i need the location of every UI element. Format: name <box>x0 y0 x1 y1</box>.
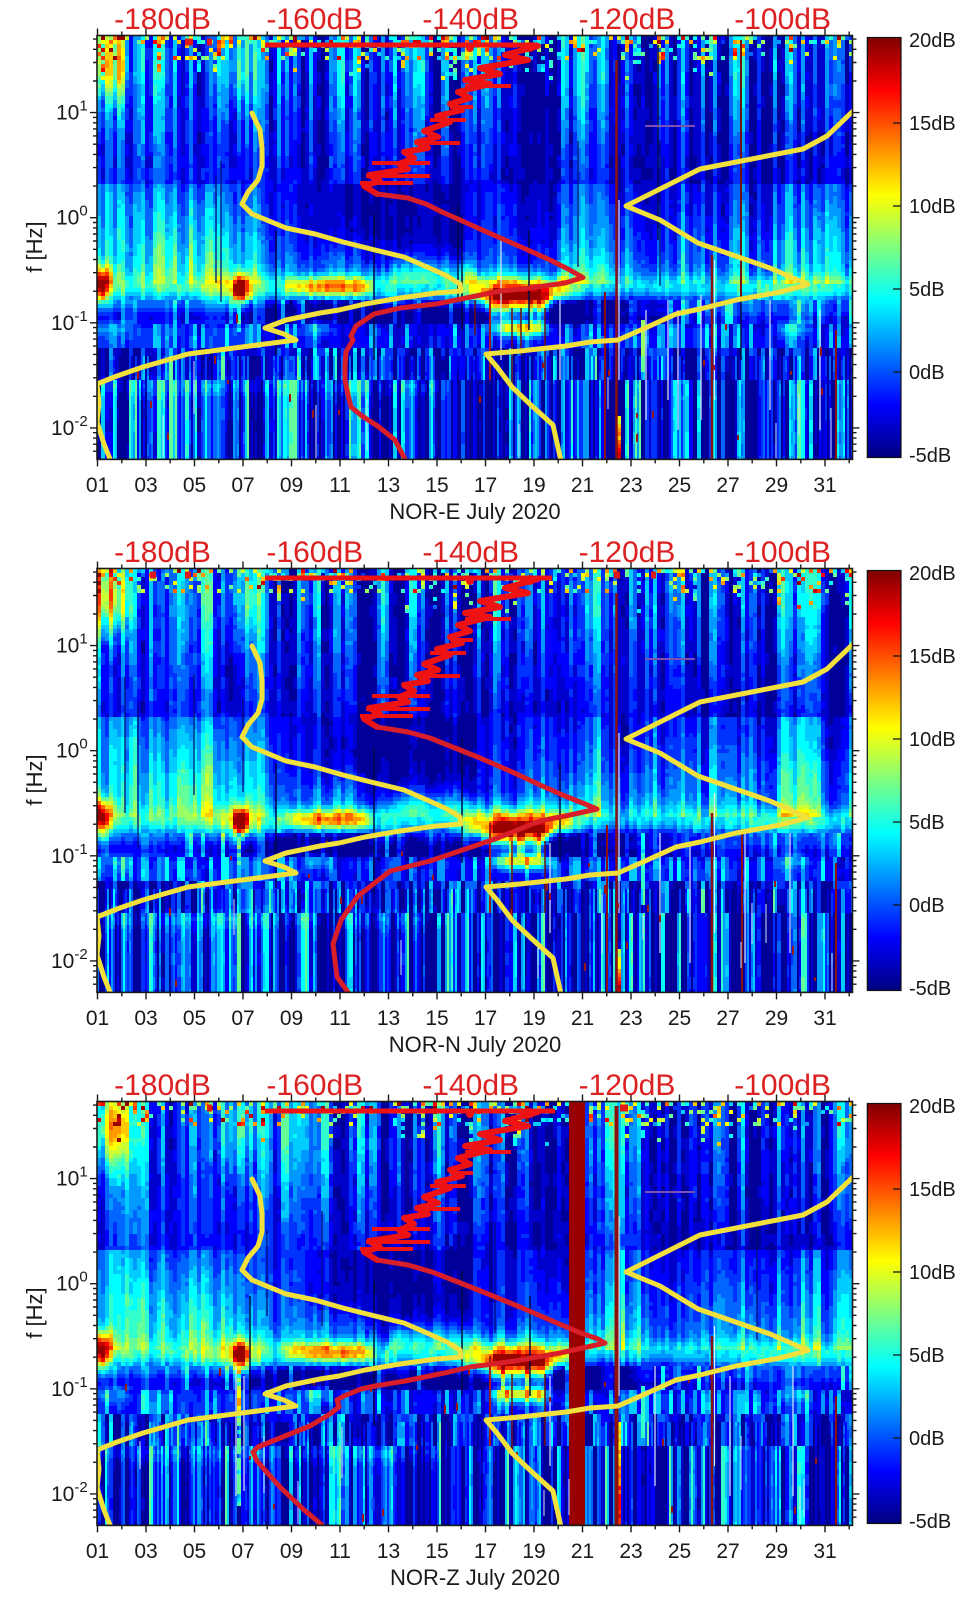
svg-text:13: 13 <box>377 474 400 497</box>
svg-text:0dB: 0dB <box>909 895 945 917</box>
svg-text:-180dB: -180dB <box>114 1069 211 1102</box>
svg-text:01: 01 <box>86 1007 109 1030</box>
svg-text:f [Hz]: f [Hz] <box>22 1287 47 1338</box>
svg-text:-160dB: -160dB <box>266 1069 363 1102</box>
svg-text:07: 07 <box>231 1007 254 1030</box>
svg-text:09: 09 <box>280 474 303 497</box>
svg-text:23: 23 <box>619 1540 642 1563</box>
svg-text:13: 13 <box>377 1007 400 1030</box>
svg-text:03: 03 <box>134 1007 157 1030</box>
svg-text:01: 01 <box>86 1540 109 1563</box>
svg-text:NOR-Z July 2020: NOR-Z July 2020 <box>390 1565 560 1590</box>
svg-text:19: 19 <box>522 1007 545 1030</box>
svg-text:29: 29 <box>765 1007 788 1030</box>
svg-text:29: 29 <box>765 1540 788 1563</box>
svg-text:13: 13 <box>377 1540 400 1563</box>
svg-text:25: 25 <box>668 1007 691 1030</box>
svg-text:101: 101 <box>56 631 88 658</box>
svg-text:11: 11 <box>329 474 351 497</box>
svg-text:09: 09 <box>280 1540 303 1563</box>
svg-text:-160dB: -160dB <box>266 536 363 569</box>
svg-text:-140dB: -140dB <box>422 3 519 36</box>
svg-text:-180dB: -180dB <box>114 3 211 36</box>
svg-text:15: 15 <box>425 1540 448 1563</box>
svg-text:23: 23 <box>619 1007 642 1030</box>
svg-text:NOR-N July 2020: NOR-N July 2020 <box>389 1032 561 1057</box>
svg-text:31: 31 <box>813 1007 836 1030</box>
svg-text:25: 25 <box>668 474 691 497</box>
svg-text:15dB: 15dB <box>909 113 956 135</box>
svg-text:-5dB: -5dB <box>909 978 951 1000</box>
svg-text:21: 21 <box>571 1540 594 1563</box>
svg-text:f [Hz]: f [Hz] <box>22 221 47 272</box>
svg-text:-5dB: -5dB <box>909 445 951 467</box>
svg-text:17: 17 <box>474 474 497 497</box>
svg-text:-120dB: -120dB <box>579 3 676 36</box>
svg-text:19: 19 <box>522 1540 545 1563</box>
svg-text:25: 25 <box>668 1540 691 1563</box>
svg-text:0dB: 0dB <box>909 362 945 384</box>
svg-text:10dB: 10dB <box>909 196 956 218</box>
svg-text:07: 07 <box>231 1540 254 1563</box>
svg-text:27: 27 <box>716 474 739 497</box>
svg-text:27: 27 <box>716 1007 739 1030</box>
svg-text:21: 21 <box>571 474 594 497</box>
svg-text:-120dB: -120dB <box>579 1069 676 1102</box>
svg-text:05: 05 <box>183 1007 206 1030</box>
svg-text:10dB: 10dB <box>909 1262 956 1284</box>
svg-text:03: 03 <box>134 474 157 497</box>
svg-text:17: 17 <box>474 1540 497 1563</box>
svg-text:05: 05 <box>183 474 206 497</box>
svg-text:15: 15 <box>425 1007 448 1030</box>
svg-text:-140dB: -140dB <box>422 536 519 569</box>
svg-text:-100dB: -100dB <box>734 3 831 36</box>
svg-text:15: 15 <box>425 474 448 497</box>
svg-text:11: 11 <box>329 1540 351 1563</box>
svg-text:15dB: 15dB <box>909 646 956 668</box>
svg-text:21: 21 <box>571 1007 594 1030</box>
svg-text:-160dB: -160dB <box>266 3 363 36</box>
svg-text:19: 19 <box>522 474 545 497</box>
svg-text:NOR-E July 2020: NOR-E July 2020 <box>389 499 560 524</box>
svg-text:-100dB: -100dB <box>734 1069 831 1102</box>
svg-text:5dB: 5dB <box>909 279 945 301</box>
svg-text:23: 23 <box>619 474 642 497</box>
svg-text:09: 09 <box>280 1007 303 1030</box>
svg-text:5dB: 5dB <box>909 812 945 834</box>
svg-text:01: 01 <box>86 474 109 497</box>
svg-text:11: 11 <box>329 1007 351 1030</box>
svg-text:20dB: 20dB <box>909 30 956 52</box>
svg-text:29: 29 <box>765 474 788 497</box>
svg-text:05: 05 <box>183 1540 206 1563</box>
svg-text:31: 31 <box>813 474 836 497</box>
svg-text:-5dB: -5dB <box>909 1511 951 1533</box>
svg-text:27: 27 <box>716 1540 739 1563</box>
svg-text:-180dB: -180dB <box>114 536 211 569</box>
svg-text:15dB: 15dB <box>909 1179 956 1201</box>
svg-text:-120dB: -120dB <box>579 536 676 569</box>
svg-text:0dB: 0dB <box>909 1428 945 1450</box>
svg-text:20dB: 20dB <box>909 563 956 585</box>
svg-text:5dB: 5dB <box>909 1345 945 1367</box>
svg-text:07: 07 <box>231 474 254 497</box>
svg-text:10dB: 10dB <box>909 729 956 751</box>
svg-text:-100dB: -100dB <box>734 536 831 569</box>
svg-text:20dB: 20dB <box>909 1096 956 1118</box>
svg-text:f [Hz]: f [Hz] <box>22 754 47 805</box>
svg-text:17: 17 <box>474 1007 497 1030</box>
svg-text:03: 03 <box>134 1540 157 1563</box>
svg-text:31: 31 <box>813 1540 836 1563</box>
svg-text:-140dB: -140dB <box>422 1069 519 1102</box>
